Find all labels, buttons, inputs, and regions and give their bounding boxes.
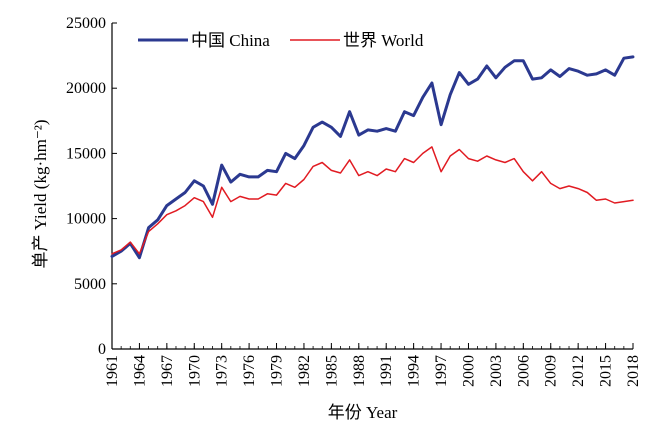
x-tick-label: 1985 — [323, 355, 340, 387]
x-tick-label: 2003 — [488, 355, 505, 387]
x-tick-label: 2006 — [515, 355, 532, 387]
series-layer — [110, 55, 635, 260]
x-tick-label: 1997 — [433, 355, 450, 387]
y-axis-title: 单产 Yield (kg·hm⁻²) — [31, 119, 50, 268]
x-axis-title: 年份 Year — [328, 403, 398, 422]
series-line-china — [110, 55, 635, 260]
x-tick-label: 1991 — [378, 355, 395, 387]
y-tick-label: 15000 — [66, 145, 106, 162]
x-tick-label: 2018 — [625, 355, 642, 387]
y-tick-label: 25000 — [66, 15, 106, 32]
x-tick-label: 2015 — [598, 355, 615, 387]
x-tick-label: 1979 — [269, 355, 286, 387]
x-tick-label: 1976 — [241, 355, 258, 387]
x-tick-label: 1964 — [131, 355, 148, 387]
y-tick-label: 0 — [98, 341, 106, 358]
y-tick-label: 10000 — [66, 211, 106, 228]
x-tick-label: 1967 — [159, 355, 176, 387]
x-tick-label: 2009 — [543, 355, 560, 387]
x-tick-label: 1970 — [186, 355, 203, 387]
x-tick-label: 2000 — [460, 355, 477, 387]
x-tick-label: 1973 — [214, 355, 231, 387]
x-tick-label: 1982 — [296, 355, 313, 387]
x-tick-label: 1994 — [406, 355, 423, 387]
y-tick-label: 20000 — [66, 80, 106, 97]
legend: 中国 China 世界 World — [138, 31, 424, 50]
x-tick-label: 2012 — [570, 355, 587, 387]
legend-label: 中国 China — [191, 31, 270, 50]
x-tick-label: 1961 — [104, 355, 121, 387]
axes: 0 5000 10000 15000 20000 25000 1961 1964 1967 197… — [31, 15, 642, 422]
series-line-world — [111, 146, 634, 255]
legend-label: 世界 World — [343, 31, 424, 50]
x-tick-label: 1988 — [351, 355, 368, 387]
y-tick-label: 5000 — [74, 276, 106, 293]
